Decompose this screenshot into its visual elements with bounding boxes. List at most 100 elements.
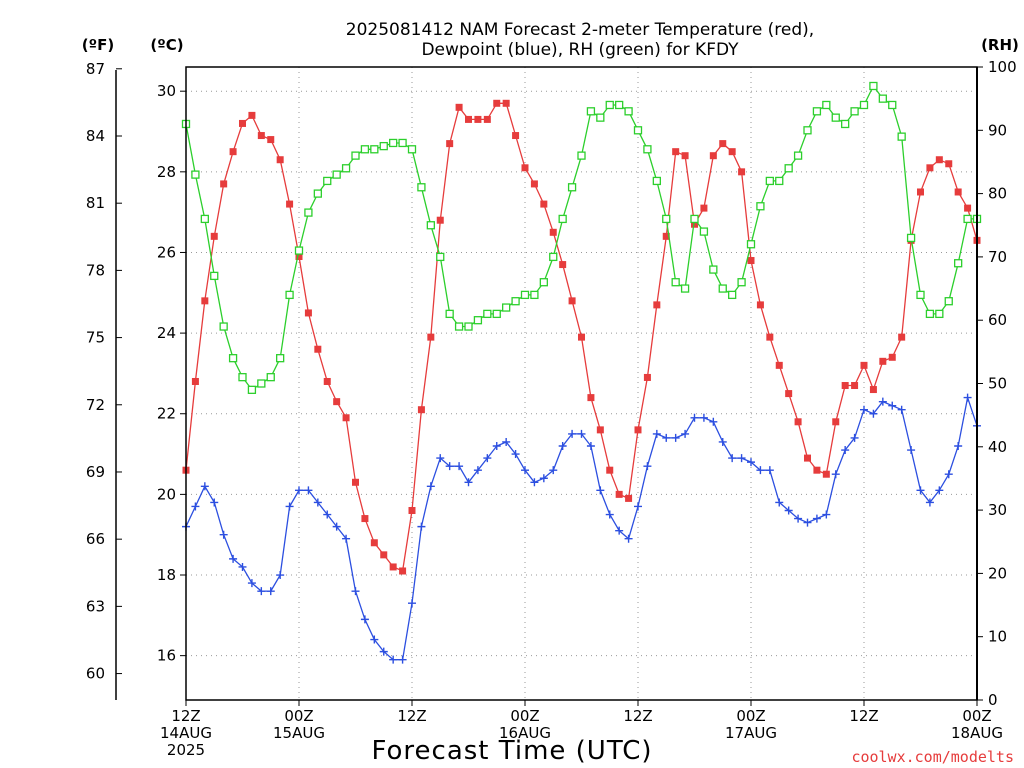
- rh-point: [407, 145, 417, 154]
- rh-point: [341, 164, 351, 173]
- x-tick-label: 18AUG: [951, 724, 1003, 742]
- rh-point: [210, 271, 219, 281]
- temperature-point: [408, 507, 416, 515]
- temperature-point: [756, 301, 764, 309]
- temperature-point: [578, 333, 585, 341]
- temperature-point: [361, 515, 369, 523]
- rh-point: [680, 284, 690, 293]
- temperature-point: [493, 99, 501, 107]
- plot-frame: [185, 66, 978, 701]
- rh-point: [831, 113, 840, 122]
- fahrenheit-tick-label: 72: [86, 396, 105, 414]
- rh-point: [511, 297, 520, 306]
- dewpoint-point: [784, 506, 793, 515]
- temperature-point: [512, 132, 520, 140]
- rh-point: [784, 164, 793, 173]
- temperature-point: [502, 99, 510, 107]
- fahrenheit-tick-label: 66: [86, 530, 105, 548]
- dewpoint-point: [426, 482, 435, 491]
- x-tick-label: 2025: [167, 741, 205, 759]
- temperature-point: [304, 309, 312, 317]
- temperature-point: [436, 216, 444, 224]
- grid-lines: [186, 67, 977, 700]
- x-tick-label: 00Z: [962, 707, 991, 725]
- dewpoint-point: [360, 615, 369, 624]
- temperature-point: [220, 180, 228, 188]
- temperature-point: [323, 377, 331, 385]
- temperature-point: [380, 551, 388, 559]
- temperature-point: [728, 148, 736, 156]
- rh-point: [313, 189, 322, 198]
- dewpoint-point: [869, 409, 878, 418]
- dewpoint-point: [586, 441, 595, 450]
- dewpoint-point: [247, 579, 256, 588]
- x-tick-label: 00Z: [284, 707, 313, 725]
- rh-point: [558, 214, 567, 224]
- rh-point: [963, 214, 972, 224]
- dewpoint-point: [615, 526, 624, 535]
- rh-point: [520, 290, 530, 300]
- dewpoint-point: [765, 466, 774, 475]
- rh-point: [539, 278, 548, 287]
- celsius-tick-label: 28: [157, 163, 176, 181]
- rh-point: [756, 202, 765, 211]
- rh-tick-label: 50: [988, 375, 1007, 393]
- dewpoint-point: [907, 446, 916, 455]
- dewpoint-point: [549, 466, 558, 475]
- dewpoint-point: [332, 522, 341, 531]
- rh-point: [389, 138, 398, 148]
- temperature-point: [766, 333, 774, 341]
- temperature-point: [888, 353, 896, 361]
- rh-point: [803, 126, 812, 135]
- dewpoint-point: [408, 599, 416, 608]
- x-tick-label: 16AUG: [499, 724, 551, 742]
- temperature-point: [964, 204, 972, 212]
- rh-point: [247, 385, 257, 394]
- rh-point: [445, 309, 454, 319]
- rh-point: [417, 183, 426, 192]
- celsius-tick-label: 20: [157, 485, 176, 503]
- rh-point: [473, 316, 483, 325]
- rh-tick-label: 60: [988, 311, 1007, 329]
- dewpoint-point: [728, 454, 737, 463]
- rh-point: [436, 252, 445, 262]
- rh-point: [596, 113, 605, 122]
- rh-point: [360, 145, 370, 154]
- dewpoint-point: [502, 437, 511, 446]
- dewpoint-point: [822, 510, 831, 519]
- dewpoint-point: [756, 466, 765, 475]
- temperature-point: [672, 148, 680, 156]
- celsius-tick-label: 18: [157, 566, 176, 584]
- dewpoint-point: [737, 454, 746, 463]
- dewpoint-point: [238, 562, 247, 571]
- rh-point: [878, 94, 887, 103]
- temperature-point: [898, 333, 906, 341]
- temperature-point: [822, 470, 830, 478]
- temperature-point: [596, 426, 604, 434]
- rh-point: [643, 145, 652, 154]
- temperature-point: [643, 373, 651, 381]
- rh-point: [954, 259, 963, 268]
- rh-unit-label: (RH): [981, 36, 1019, 54]
- temperature-point: [267, 136, 275, 144]
- rh-point: [191, 170, 200, 179]
- rh-point: [624, 107, 633, 116]
- dewpoint-point: [370, 635, 379, 644]
- dewpoint-point: [643, 462, 652, 471]
- rh-point: [925, 309, 935, 319]
- temperature-point: [747, 257, 755, 265]
- dewpoint-point: [690, 413, 699, 422]
- temperature-point: [926, 164, 934, 172]
- dewpoint-point: [916, 486, 925, 495]
- temperature-point: [606, 466, 614, 474]
- dewpoint-point: [775, 498, 784, 507]
- dewpoint-point: [379, 647, 388, 656]
- dewpoint-point: [323, 510, 332, 519]
- rh-point: [916, 290, 925, 300]
- temperature-point: [559, 261, 567, 269]
- rh-point: [502, 303, 511, 312]
- rh-point: [549, 252, 558, 262]
- rh-line: [185, 84, 977, 391]
- fahrenheit-tick-label: 69: [86, 463, 105, 481]
